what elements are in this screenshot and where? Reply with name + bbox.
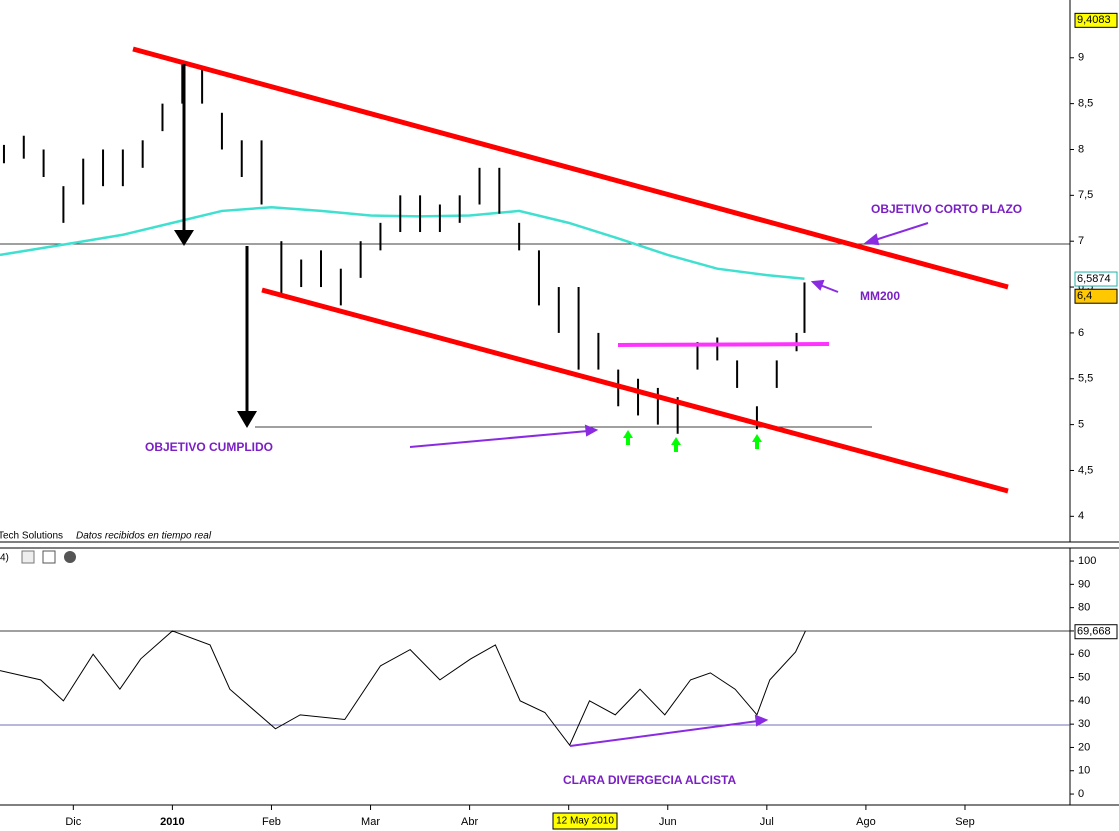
value-tag xyxy=(1074,624,1118,640)
annotation: CLARA DIVERGECIA ALCISTA xyxy=(563,773,736,787)
arrow xyxy=(569,720,759,747)
annotation: OBJETIVO CUMPLIDO xyxy=(145,440,273,454)
y-tick-label: 40 xyxy=(1078,695,1090,707)
value-tag xyxy=(1074,12,1118,28)
y-tick-label: 5,5 xyxy=(1078,373,1093,385)
green-arrow xyxy=(671,437,681,452)
value-tag-label: 6,5874 xyxy=(1077,273,1111,285)
y-tick-label: 90 xyxy=(1078,578,1090,590)
crosshair-box xyxy=(552,812,618,830)
panel-id: 4) xyxy=(0,553,9,564)
x-tick-label: Ago xyxy=(856,816,876,828)
y-tick-label: 4 xyxy=(1078,510,1084,522)
crosshair-label: 12 May 2010 xyxy=(556,816,614,827)
y-tick-label: 7,5 xyxy=(1078,189,1093,201)
settings-button[interactable] xyxy=(21,550,35,564)
x-axis: Dic2010FebMarAbrMaJunJulAgoSep xyxy=(65,816,974,828)
green-arrow xyxy=(752,434,762,449)
value-tag xyxy=(1074,271,1118,287)
y-tick-label: 8 xyxy=(1078,143,1084,155)
y-tick-label: 4,5 xyxy=(1078,464,1093,476)
x-tick-label: Jul xyxy=(760,816,774,828)
channel-line xyxy=(261,287,1009,494)
arrowhead xyxy=(863,233,880,246)
x-tick-label: Dic xyxy=(65,816,81,828)
y-tick-label: 0 xyxy=(1078,788,1084,800)
y-tick-label: 8,5 xyxy=(1078,98,1093,110)
y-tick-label: 20 xyxy=(1078,741,1090,753)
value-tag-label: 9,4083 xyxy=(1077,14,1111,26)
neckline xyxy=(617,342,830,347)
green-arrow xyxy=(623,430,633,445)
arrowhead xyxy=(810,279,825,291)
close-button[interactable] xyxy=(64,551,76,563)
y-tick-label: 30 xyxy=(1078,718,1090,730)
x-tick-label: Abr xyxy=(461,816,478,828)
x-tick-label: Mar xyxy=(361,816,380,828)
x-tick-label: Jun xyxy=(659,816,677,828)
y-tick-label: 10 xyxy=(1078,765,1090,777)
value-tag-label: 6,4 xyxy=(1077,290,1092,302)
arrow xyxy=(819,284,839,293)
y-tick-label: 100 xyxy=(1078,555,1096,567)
y-tick-label: 60 xyxy=(1078,648,1090,660)
y-tick-label: 80 xyxy=(1078,602,1090,614)
arrowhead xyxy=(754,714,769,727)
value-tag-label: 69,668 xyxy=(1077,626,1111,638)
y-tick-label: 50 xyxy=(1078,671,1090,683)
arrowhead xyxy=(237,411,257,428)
value-tag xyxy=(1074,288,1118,304)
window-button[interactable] xyxy=(42,550,56,564)
y-tick-label: 7 xyxy=(1078,235,1084,247)
arrow xyxy=(409,430,589,448)
annotation: MM200 xyxy=(860,289,900,303)
x-tick-label: Feb xyxy=(262,816,281,828)
arrowhead xyxy=(584,424,599,437)
channel-line xyxy=(132,46,1009,290)
y-tick-label: 6 xyxy=(1078,327,1084,339)
source: Tech Solutions xyxy=(0,531,63,542)
y-tick-label: 9 xyxy=(1078,52,1084,64)
x-tick-label: 2010 xyxy=(160,816,184,828)
y-tick-label: 5 xyxy=(1078,419,1084,431)
plot: 44,555,566,577,588,599,40836,58746,40102… xyxy=(0,12,1118,810)
rsi-line xyxy=(0,630,806,747)
x-tick-label: Sep xyxy=(955,816,975,828)
annotation: OBJETIVO CORTO PLAZO xyxy=(871,202,1022,216)
annotation-arrows xyxy=(409,222,929,747)
arrow xyxy=(871,222,929,242)
status: Datos recibidos en tiempo real xyxy=(76,531,212,542)
arrowhead xyxy=(174,230,194,246)
